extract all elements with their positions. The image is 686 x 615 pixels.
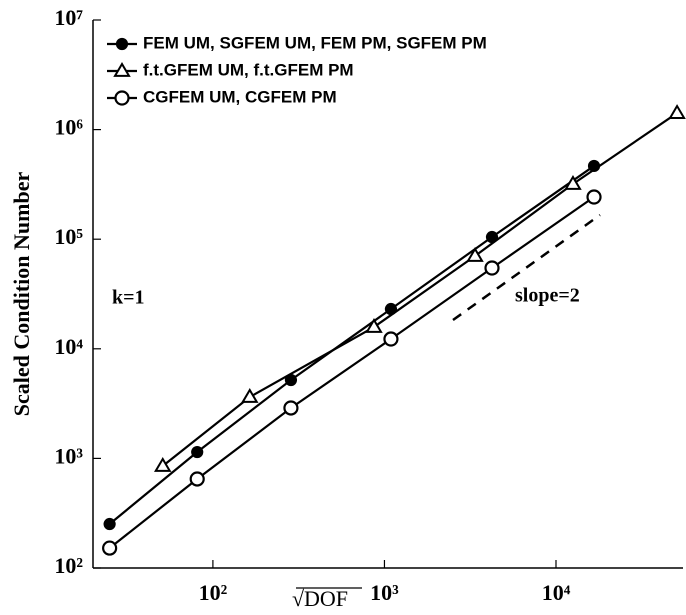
marker [102,540,118,556]
y-tick-label: 10⁷ [54,5,83,30]
y-tick-label: 10⁵ [54,224,83,249]
marker [383,331,399,347]
marker [191,445,204,459]
y-tick-label: 10⁶ [54,115,83,140]
x-tick-label: 10³ [370,580,399,605]
series-line [162,112,678,467]
marker [283,400,299,416]
marker [241,388,259,403]
marker [484,260,500,276]
y-tick-label: 10⁴ [54,334,83,359]
x-axis-label: √DOF [292,586,348,611]
marker [103,517,116,531]
marker [365,318,383,333]
y-tick-label: 10³ [54,443,83,468]
marker [153,456,172,472]
marker [668,104,686,119]
annotation: k=1 [112,287,145,309]
marker [485,230,499,244]
marker [113,62,131,77]
marker [114,90,130,106]
marker [564,175,582,190]
marker [189,471,205,487]
series-line [108,165,595,525]
slope-guide [452,213,601,322]
marker [115,37,129,51]
legend-label: CGFEM UM, CGFEM PM [143,87,337,106]
series-line [108,196,595,549]
marker [586,189,602,205]
legend-label: f.t.GFEM UM, f.t.GFEM PM [143,60,354,79]
x-tick-label: 10² [199,580,228,605]
legend-label: FEM UM, SGFEM UM, FEM PM, SGFEM PM [143,33,487,52]
x-tick-label: 10⁴ [542,580,571,605]
annotation: slope=2 [515,285,580,307]
marker [466,247,484,262]
y-tick-label: 10² [54,553,83,578]
y-axis-label: Scaled Condition Number [9,172,34,417]
